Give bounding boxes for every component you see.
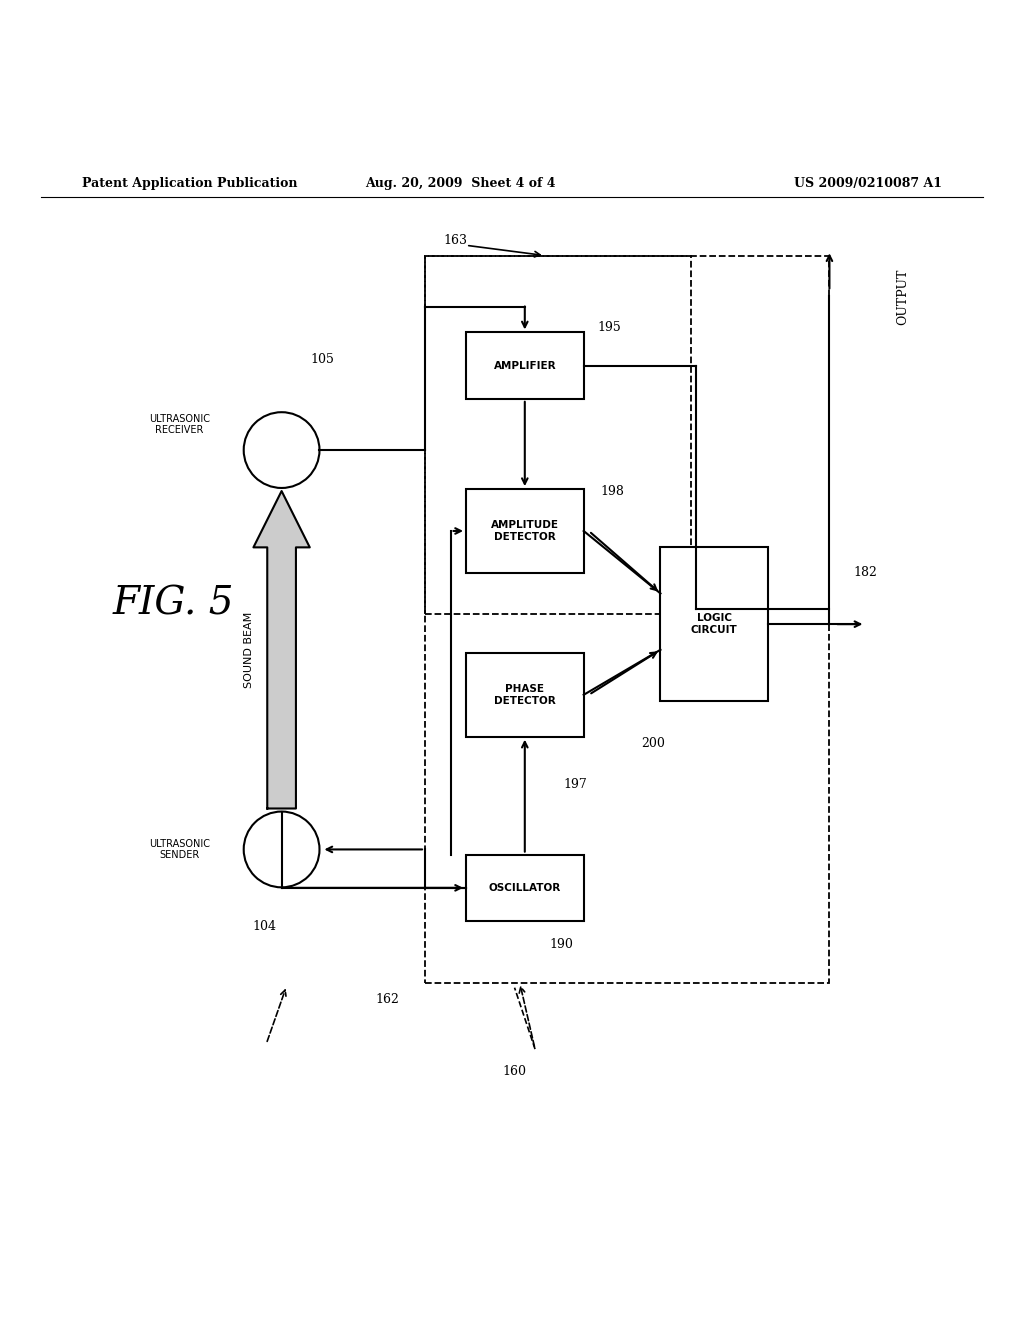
Bar: [466, 653, 584, 737]
Text: 197: 197: [563, 779, 588, 792]
Text: SOUND BEAM: SOUND BEAM: [244, 611, 254, 688]
Text: 190: 190: [549, 939, 573, 952]
Text: 162: 162: [375, 994, 399, 1006]
Text: 200: 200: [641, 738, 666, 751]
Circle shape: [244, 412, 319, 488]
Bar: [425, 256, 691, 614]
Text: 105: 105: [310, 354, 335, 367]
Text: US 2009/0210087 A1: US 2009/0210087 A1: [794, 177, 942, 190]
Text: OSCILLATOR: OSCILLATOR: [488, 883, 561, 892]
Text: Aug. 20, 2009  Sheet 4 of 4: Aug. 20, 2009 Sheet 4 of 4: [366, 177, 556, 190]
Text: OUTPUT: OUTPUT: [897, 268, 909, 325]
Bar: [425, 256, 829, 982]
Text: 160: 160: [502, 1065, 526, 1078]
Text: FIG. 5: FIG. 5: [113, 585, 234, 622]
Text: 198: 198: [600, 484, 625, 498]
Text: 104: 104: [252, 920, 276, 933]
Text: 163: 163: [443, 234, 468, 247]
Text: AMPLIFIER: AMPLIFIER: [494, 360, 556, 371]
Polygon shape: [254, 491, 310, 808]
Text: AMPLITUDE
DETECTOR: AMPLITUDE DETECTOR: [490, 520, 559, 541]
Text: 182: 182: [853, 566, 878, 579]
Circle shape: [244, 812, 319, 887]
Text: ULTRASONIC
RECEIVER: ULTRASONIC RECEIVER: [148, 413, 210, 436]
Text: LOGIC
CIRCUIT: LOGIC CIRCUIT: [691, 614, 737, 635]
Bar: [466, 488, 584, 573]
Text: ULTRASONIC
SENDER: ULTRASONIC SENDER: [148, 838, 210, 861]
Text: PHASE
DETECTOR: PHASE DETECTOR: [494, 684, 556, 706]
Text: Patent Application Publication: Patent Application Publication: [82, 177, 297, 190]
Bar: [660, 548, 768, 701]
Text: 195: 195: [597, 321, 622, 334]
Bar: [466, 854, 584, 921]
Bar: [466, 333, 584, 399]
